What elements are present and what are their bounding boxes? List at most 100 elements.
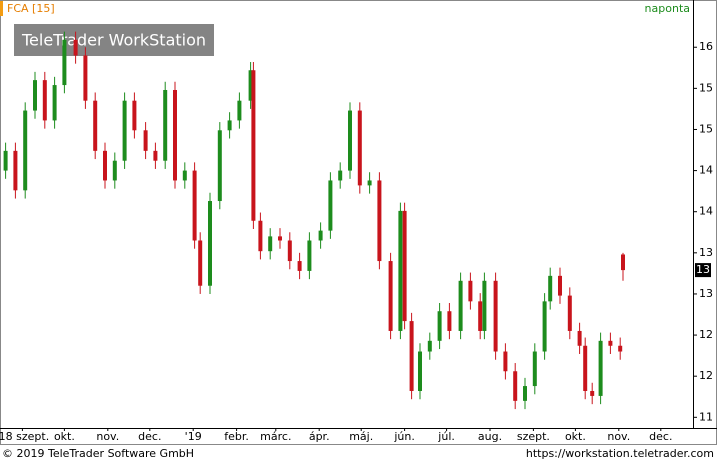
candle-body	[590, 390, 595, 396]
candle-body	[532, 351, 537, 387]
y-tick-label: 16	[699, 40, 713, 53]
candle-body	[182, 170, 187, 181]
y-tick-label: 12	[699, 369, 713, 382]
candle-body	[112, 160, 117, 181]
candle-body	[357, 110, 362, 186]
candle-body	[33, 80, 37, 111]
candle-body	[297, 261, 302, 271]
interval-label: naponta	[645, 2, 690, 15]
x-tick-label: júl.	[437, 430, 455, 443]
candle-body	[398, 210, 403, 331]
candle-body	[268, 236, 273, 252]
symbol-marker	[0, 1, 3, 16]
candle-body	[367, 180, 372, 186]
candle-body	[437, 311, 442, 341]
candle-body	[13, 150, 18, 191]
x-tick-label: jún.	[393, 430, 415, 443]
candle-body	[567, 295, 572, 331]
x-tick-label: dec.	[138, 430, 161, 443]
candle-body	[447, 311, 452, 331]
last-price-label: 13	[696, 263, 710, 276]
x-tick-label: szept.	[517, 430, 550, 443]
candle-body	[409, 321, 414, 391]
candle-body	[153, 150, 158, 161]
candle-body	[548, 275, 553, 302]
x-tick-label: okt.	[54, 430, 75, 443]
candle-body	[338, 170, 343, 181]
candle-body	[478, 301, 483, 331]
candle-body	[503, 351, 508, 372]
candle-body	[52, 85, 57, 121]
y-tick-label: 15	[699, 122, 713, 135]
y-tick-label: 11	[699, 410, 713, 423]
candle-body	[458, 280, 463, 331]
candle-body	[577, 330, 582, 346]
candle-body	[583, 345, 588, 391]
candle-body	[73, 39, 78, 56]
x-tick-label: dec.	[649, 430, 672, 443]
y-tick-label: 14	[699, 205, 713, 218]
y-tick-label: 15	[699, 81, 713, 94]
x-tick-label: ápr.	[309, 430, 330, 443]
candle-body	[598, 340, 603, 396]
x-tick-label: '19	[185, 430, 202, 443]
candle-body	[307, 240, 312, 271]
last-price-box	[695, 263, 711, 278]
candle-body	[348, 110, 352, 171]
candle-body	[192, 170, 197, 241]
y-tick-label: 13	[699, 287, 713, 300]
candle-body	[198, 240, 203, 286]
candle-body	[143, 130, 148, 151]
watermark: TeleTrader WorkStation	[21, 31, 206, 50]
candle-body	[163, 89, 168, 161]
candle-body	[427, 340, 432, 352]
candle-body	[23, 110, 28, 191]
candle-body	[208, 201, 212, 286]
candle-body	[217, 130, 222, 202]
candle-body	[482, 280, 487, 331]
candle-body	[377, 180, 382, 262]
candle-body	[173, 89, 177, 181]
candle-body	[248, 70, 253, 101]
candle-body	[132, 100, 137, 131]
watermark-box	[14, 24, 214, 56]
chart-title: FCA [15]	[7, 2, 55, 15]
candle-body	[618, 345, 623, 352]
candle-body	[621, 254, 625, 271]
x-tick-label: febr.	[224, 430, 249, 443]
candle-body	[523, 386, 527, 401]
x-tick-label: '18 szept.	[0, 430, 49, 443]
x-tick-label: nov.	[607, 430, 630, 443]
y-tick-label: 13	[699, 246, 713, 259]
candle-body	[388, 261, 393, 331]
candle-body	[493, 280, 498, 352]
candle-body	[328, 180, 333, 231]
candle-body	[62, 39, 67, 86]
y-tick-label: 12	[699, 328, 713, 341]
candle-body	[558, 275, 562, 296]
candle-body	[103, 150, 107, 181]
candle-body	[122, 100, 127, 161]
candle-body	[513, 371, 518, 401]
x-tick-label: máj.	[349, 430, 373, 443]
footer-left: © 2019 TeleTrader Software GmbH	[2, 447, 194, 460]
candle-body	[251, 70, 256, 221]
candle-body	[42, 80, 47, 121]
y-tick-label: 14	[699, 164, 713, 177]
candle-body	[287, 240, 292, 262]
x-tick-label: okt.	[565, 430, 586, 443]
candle-body	[418, 351, 422, 391]
x-tick-label: nov.	[96, 430, 119, 443]
candle-body	[237, 100, 242, 121]
candle-body	[608, 340, 613, 346]
candle-body	[542, 301, 547, 352]
x-tick-label: márc.	[260, 430, 291, 443]
candle-body	[402, 210, 407, 322]
candle-body	[3, 150, 8, 171]
candle-body	[258, 220, 263, 252]
x-tick-label: aug.	[478, 430, 502, 443]
candle-body	[227, 120, 232, 131]
candle-body	[468, 280, 473, 302]
